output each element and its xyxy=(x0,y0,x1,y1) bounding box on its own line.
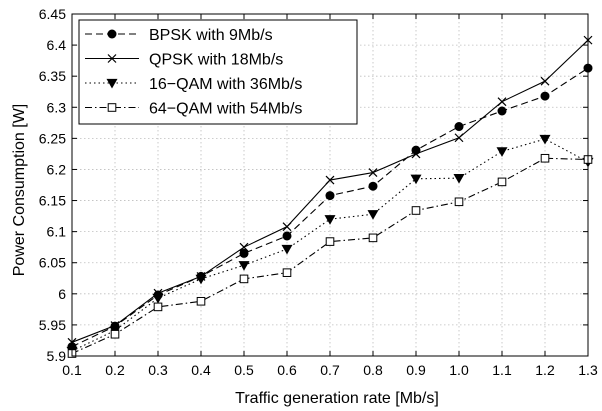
y-tick-label: 6.25 xyxy=(39,130,66,146)
x-tick-labels: 0.1 0.2 0.3 0.4 0.5 0.6 0.7 0.8 0.9 1.0 1.1 1.2 1.3 xyxy=(62,362,598,378)
data-point-stroke xyxy=(368,168,378,177)
data-point xyxy=(540,153,550,163)
y-tick-label: 6.45 xyxy=(39,6,66,22)
y-tick-label: 6.05 xyxy=(39,255,66,271)
x-tick-label: 0.1 xyxy=(62,362,82,378)
x-tick-label: 0.5 xyxy=(234,362,254,378)
y-axis-title: Power Consumption [W] xyxy=(11,104,28,277)
data-point-stroke xyxy=(239,242,249,252)
data-point xyxy=(282,268,292,277)
data-point xyxy=(454,133,464,143)
data-point-stroke xyxy=(540,76,550,86)
data-point xyxy=(454,122,464,132)
data-point xyxy=(368,181,378,191)
x-axis-title: Traffic generation rate [Mb/s] xyxy=(235,390,439,407)
series-2 xyxy=(67,35,593,347)
legend-label-3: 16−QAM with 36Mb/s xyxy=(149,76,302,93)
data-point xyxy=(196,296,206,306)
data-point xyxy=(239,274,249,284)
data-point xyxy=(540,76,550,86)
data-point xyxy=(325,175,335,185)
x-tick-label: 1.0 xyxy=(449,362,469,378)
data-point-stroke xyxy=(411,149,421,159)
x-tick-label: 0.4 xyxy=(191,362,211,378)
data-point-stroke xyxy=(282,222,292,232)
x-tick-label: 1.3 xyxy=(578,362,598,378)
y-tick-label: 6.4 xyxy=(47,37,67,53)
data-point xyxy=(238,261,250,271)
x-tick-label: 0.7 xyxy=(320,362,340,378)
legend-box xyxy=(78,19,358,125)
legend-marker-3 xyxy=(106,78,118,89)
data-point xyxy=(152,294,164,304)
data-point xyxy=(454,197,464,207)
legend-marker-1 xyxy=(107,29,117,39)
x-tick-label: 0.3 xyxy=(148,362,168,378)
legend-marker-2-stroke xyxy=(107,54,117,63)
y-tick-labels: 5.9 5.95 6 6.05 6.1 6.15 6.2 6.25 6.3 6.35 6.4 6.45 xyxy=(39,6,66,364)
data-point xyxy=(411,149,421,159)
data-point xyxy=(367,210,379,220)
legend-marker-4 xyxy=(107,103,117,112)
legend-label-1: BPSK with 9Mb/s xyxy=(149,27,273,44)
legend-label-2: QPSK with 18Mb/s xyxy=(149,52,283,69)
data-point xyxy=(325,237,335,246)
x-tick-label: 1.1 xyxy=(492,362,512,378)
legend: BPSK with 9Mb/s QPSK with 18Mb/s 16−QAM wi… xyxy=(78,19,358,125)
data-point xyxy=(539,134,551,145)
data-point-stroke xyxy=(454,133,464,143)
data-point xyxy=(239,242,249,252)
axis-ticks xyxy=(71,13,589,357)
data-point xyxy=(239,248,249,258)
data-point xyxy=(497,97,507,107)
data-point xyxy=(410,174,422,185)
data-point xyxy=(281,244,293,255)
data-point xyxy=(411,206,421,215)
legend-label-4: 64−QAM with 54Mb/s xyxy=(149,101,302,118)
legend-marker-2 xyxy=(107,54,117,63)
data-point xyxy=(282,222,292,232)
data-point xyxy=(368,168,378,177)
data-point xyxy=(540,91,550,101)
y-tick-label: 6.1 xyxy=(47,224,67,240)
data-point xyxy=(497,177,507,187)
data-point xyxy=(368,233,378,243)
series-layer xyxy=(66,35,594,358)
x-tick-label: 1.2 xyxy=(535,362,555,378)
y-tick-label: 6.3 xyxy=(47,99,67,115)
data-point xyxy=(153,302,163,312)
data-point xyxy=(324,215,336,225)
data-point xyxy=(325,191,335,201)
x-tick-label: 0.2 xyxy=(105,362,125,378)
data-point xyxy=(497,106,507,116)
x-tick-label: 0.8 xyxy=(363,362,383,378)
y-tick-label: 5.9 xyxy=(47,348,67,364)
y-tick-label: 5.95 xyxy=(39,317,66,333)
data-point xyxy=(195,274,207,285)
data-point xyxy=(496,147,508,157)
data-point xyxy=(282,231,292,241)
x-tick-label: 0.6 xyxy=(277,362,297,378)
y-tick-label: 6 xyxy=(58,286,66,302)
y-tick-label: 6.35 xyxy=(39,68,66,84)
data-point xyxy=(453,174,465,184)
x-tick-label: 0.9 xyxy=(406,362,426,378)
data-point xyxy=(110,329,120,339)
y-tick-label: 6.15 xyxy=(39,193,66,209)
data-point-stroke xyxy=(325,175,335,185)
data-point-stroke xyxy=(497,97,507,107)
y-tick-label: 6.2 xyxy=(47,161,67,177)
series-3 xyxy=(66,134,594,357)
